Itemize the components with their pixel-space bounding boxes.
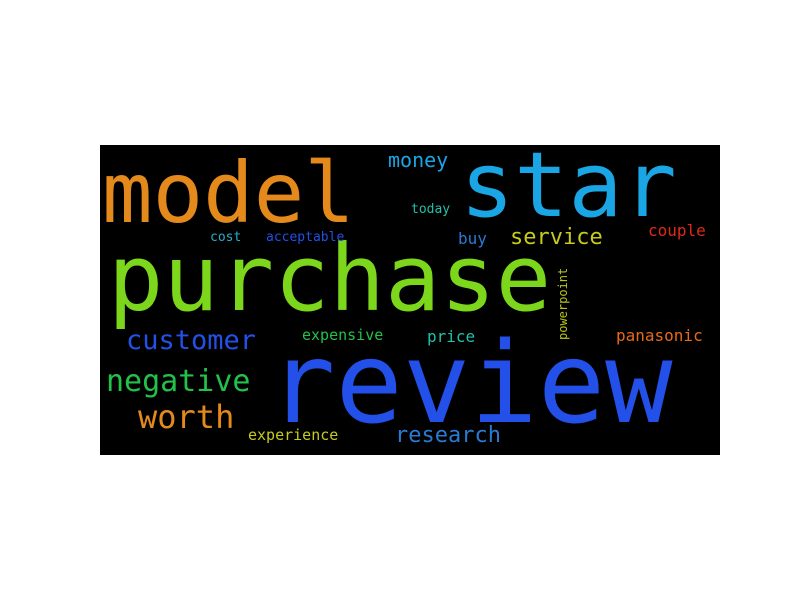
word-acceptable: acceptable: [266, 230, 345, 245]
word-negative: negative: [106, 364, 251, 399]
word-price: price: [427, 327, 476, 346]
word-research: research: [395, 423, 501, 448]
word-cost: cost: [210, 230, 242, 245]
word-cloud: purchase review model star negative wort…: [100, 145, 720, 455]
word-money: money: [388, 148, 449, 172]
word-expensive: expensive: [302, 326, 384, 344]
word-worth: worth: [138, 398, 235, 436]
word-service: service: [510, 225, 603, 250]
word-today: today: [411, 202, 451, 217]
word-purchase: purchase: [108, 225, 552, 332]
word-powerpoint: powerpoint: [556, 267, 570, 340]
word-review: review: [268, 319, 673, 449]
word-panasonic: panasonic: [616, 326, 703, 345]
word-model: model: [102, 145, 355, 242]
word-customer: customer: [126, 325, 257, 356]
word-couple: couple: [648, 221, 706, 240]
word-buy: buy: [458, 229, 487, 248]
word-experience: experience: [248, 426, 339, 444]
word-star: star: [460, 145, 677, 238]
